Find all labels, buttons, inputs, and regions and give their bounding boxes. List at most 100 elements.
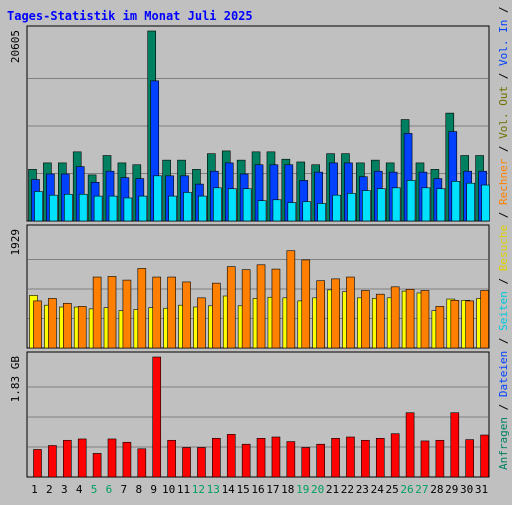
bar-visits-rechner-20 bbox=[316, 280, 325, 349]
bar-visits-rechner-19 bbox=[301, 259, 311, 349]
bar-traffic-volumen-15 bbox=[241, 443, 251, 478]
x-tick-label-30: 30 bbox=[460, 483, 473, 496]
x-tick-label-24: 24 bbox=[371, 483, 385, 496]
bar-hits-seiten-24 bbox=[376, 188, 386, 222]
bar-hits-seiten-8 bbox=[138, 195, 148, 222]
bar-hits-seiten-29 bbox=[451, 181, 461, 222]
chart-title: Tages-Statistik im Monat Juli 2025 bbox=[7, 9, 253, 23]
bar-traffic-volumen-1 bbox=[33, 449, 42, 478]
bar-hits-seiten-12 bbox=[198, 195, 207, 222]
bar-traffic-volumen-21 bbox=[331, 438, 340, 478]
x-tick-label-20: 20 bbox=[311, 483, 324, 496]
x-tick-label-14: 14 bbox=[222, 483, 236, 496]
x-tick-label-4: 4 bbox=[76, 483, 83, 496]
max-label-traffic: 1.83 GB bbox=[9, 356, 22, 403]
bar-hits-seiten-9 bbox=[153, 175, 163, 222]
bar-hits-seiten-15 bbox=[242, 188, 252, 222]
legend-item-6: Besuche bbox=[497, 225, 510, 271]
bar-visits-rechner-31 bbox=[480, 290, 489, 349]
bar-traffic-volumen-7 bbox=[122, 441, 132, 478]
legend-item-9: / bbox=[497, 139, 510, 159]
bar-traffic-volumen-18 bbox=[286, 441, 296, 478]
bar-hits-seiten-31 bbox=[481, 184, 490, 222]
legend-item-11: / bbox=[497, 66, 510, 86]
bar-visits-rechner-16 bbox=[256, 264, 266, 349]
bar-visits-rechner-28 bbox=[435, 306, 445, 349]
bar-hits-seiten-21 bbox=[332, 194, 341, 222]
bar-visits-rechner-25 bbox=[390, 286, 400, 349]
max-label-hits: 20605 bbox=[9, 30, 22, 63]
bar-traffic-volumen-27 bbox=[420, 440, 430, 478]
bar-traffic-volumen-30 bbox=[465, 439, 474, 478]
bar-hits-seiten-3 bbox=[64, 193, 73, 222]
legend-text: Anfragen / Dateien / Seiten / Besuche / … bbox=[497, 0, 510, 470]
bar-traffic-volumen-3 bbox=[63, 439, 72, 478]
x-tick-label-25: 25 bbox=[386, 483, 399, 496]
bar-visits-rechner-22 bbox=[346, 276, 355, 349]
bar-visits-rechner-6 bbox=[107, 276, 117, 349]
max-label-group: 1929 bbox=[9, 229, 22, 256]
bar-hits-seiten-19 bbox=[302, 201, 312, 222]
bar-visits-rechner-13 bbox=[212, 282, 221, 349]
bar-visits-rechner-23 bbox=[361, 290, 370, 349]
legend-item-0: Anfragen bbox=[497, 417, 510, 470]
x-tick-label-19: 19 bbox=[296, 483, 309, 496]
bar-visits-rechner-7 bbox=[122, 279, 132, 349]
bar-visits-rechner-26 bbox=[405, 288, 415, 349]
x-tick-label-8: 8 bbox=[135, 483, 142, 496]
bar-hits-seiten-27 bbox=[421, 187, 431, 222]
x-tick-label-31: 31 bbox=[475, 483, 488, 496]
bar-visits-rechner-18 bbox=[286, 250, 296, 349]
bar-hits-seiten-2 bbox=[49, 194, 58, 222]
bar-traffic-volumen-28 bbox=[435, 439, 445, 478]
bar-hits-seiten-1 bbox=[34, 191, 43, 222]
bar-traffic-volumen-12 bbox=[197, 447, 206, 478]
x-tick-label-29: 29 bbox=[445, 483, 458, 496]
bar-traffic-volumen-6 bbox=[107, 438, 117, 478]
legend-item-12: Vol. In bbox=[497, 20, 510, 66]
bar-visits-rechner-10 bbox=[167, 276, 176, 349]
x-tick-label-2: 2 bbox=[46, 483, 53, 496]
bar-traffic-volumen-4 bbox=[77, 438, 87, 478]
bar-traffic-volumen-13 bbox=[212, 438, 221, 478]
bar-hits-seiten-30 bbox=[466, 182, 475, 222]
bar-traffic-volumen-23 bbox=[361, 439, 370, 478]
max-label-group: 20605 bbox=[9, 30, 22, 63]
x-tick-label-26: 26 bbox=[400, 483, 413, 496]
bar-hits-seiten-14 bbox=[227, 188, 237, 222]
max-label-group: 1.83 GB bbox=[9, 356, 22, 403]
bar-traffic-volumen-24 bbox=[375, 438, 385, 478]
bar-traffic-volumen-31 bbox=[480, 434, 489, 478]
panel-traffic: 1.83 GB bbox=[9, 351, 490, 478]
bar-hits-seiten-16 bbox=[257, 200, 267, 222]
bar-visits-rechner-30 bbox=[465, 300, 474, 349]
legend-item-13: / bbox=[497, 0, 510, 20]
panel-hits: 20605 bbox=[9, 25, 490, 222]
bar-hits-seiten-20 bbox=[317, 203, 326, 222]
bar-hits-seiten-28 bbox=[436, 188, 446, 222]
x-tick-label-9: 9 bbox=[150, 483, 157, 496]
bar-traffic-volumen-29 bbox=[450, 412, 460, 478]
x-tick-label-21: 21 bbox=[326, 483, 339, 496]
panel-visits: 1929 bbox=[9, 224, 490, 349]
x-tick-label-13: 13 bbox=[207, 483, 220, 496]
bar-visits-rechner-3 bbox=[63, 303, 72, 349]
bar-visits-rechner-12 bbox=[197, 297, 206, 349]
x-tick-label-6: 6 bbox=[106, 483, 113, 496]
bar-visits-rechner-15 bbox=[241, 269, 251, 349]
bar-visits-rechner-29 bbox=[450, 299, 460, 349]
bar-visits-rechner-9 bbox=[152, 276, 162, 349]
bar-traffic-volumen-5 bbox=[92, 453, 102, 478]
bar-hits-seiten-18 bbox=[287, 202, 297, 222]
x-tick-label-1: 1 bbox=[31, 483, 38, 496]
bar-hits-seiten-22 bbox=[347, 193, 356, 222]
bar-traffic-volumen-19 bbox=[301, 447, 311, 478]
bar-visits-rechner-2 bbox=[48, 298, 57, 349]
bar-hits-seiten-10 bbox=[168, 195, 177, 222]
legend-item-7: / bbox=[497, 205, 510, 225]
bar-visits-rechner-5 bbox=[92, 276, 102, 349]
bar-visits-rechner-11 bbox=[182, 281, 191, 349]
x-tick-label-22: 22 bbox=[341, 483, 354, 496]
bar-traffic-volumen-8 bbox=[137, 448, 147, 478]
